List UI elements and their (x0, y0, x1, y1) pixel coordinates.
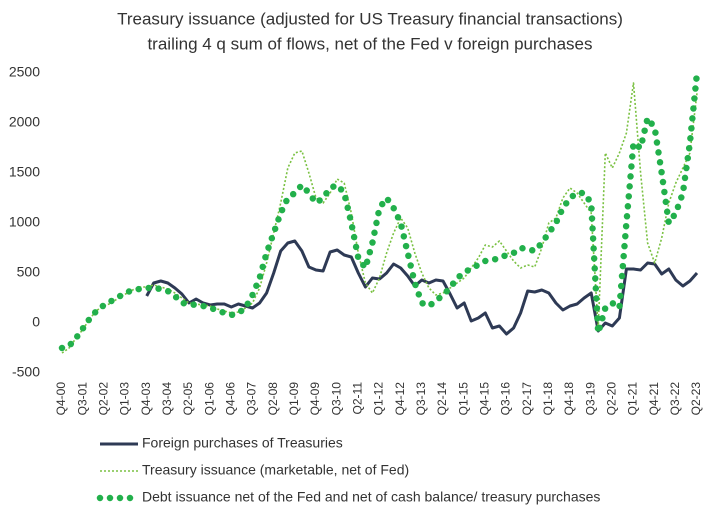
y-tick-label: 2500 (9, 64, 40, 80)
x-tick-label: Q2-08 (266, 382, 280, 416)
legend-label: Debt issuance net of the Fed and net of … (142, 489, 600, 505)
x-tick-label: Q1-18 (541, 382, 555, 416)
x-tick-label: Q4-00 (54, 382, 68, 416)
chart-subtitle: trailing 4 q sum of flows, net of the Fe… (147, 34, 592, 53)
y-tick-label: 1000 (9, 214, 40, 230)
x-tick-label: Q3-19 (583, 382, 597, 416)
x-tick-label: Q3-13 (414, 382, 428, 416)
x-tick-label: Q2-14 (435, 382, 449, 416)
x-tick-label: Q2-23 (689, 382, 703, 416)
legend-label: Treasury issuance (marketable, net of Fe… (142, 462, 409, 478)
series-line (58, 69, 701, 352)
chart-title: Treasury issuance (adjusted for US Treas… (117, 9, 623, 28)
x-tick-label: Q2-17 (520, 382, 534, 416)
x-tick-label: Q2-11 (351, 382, 365, 415)
x-tick-label: Q1-06 (202, 382, 216, 416)
x-tick-label: Q3-04 (160, 382, 174, 416)
y-tick-label: 0 (32, 314, 40, 330)
x-tick-label: Q2-20 (605, 382, 619, 416)
x-tick-label: Q3-16 (499, 382, 513, 416)
x-tick-label: Q4-12 (393, 382, 407, 416)
x-tick-label: Q4-09 (308, 382, 322, 416)
x-tick-label: Q4-15 (478, 382, 492, 416)
x-tick-label: Q1-21 (626, 382, 640, 416)
x-tick-label: Q2-05 (181, 382, 195, 416)
y-tick-label: 1500 (9, 164, 40, 180)
x-tick-label: Q4-06 (224, 382, 238, 416)
x-tick-label: Q2-02 (97, 382, 111, 416)
x-tick-label: Q3-22 (668, 382, 682, 416)
x-tick-label: Q3-10 (329, 382, 343, 416)
x-tick-label: Q4-18 (562, 382, 576, 416)
x-tick-label: Q1-03 (118, 382, 132, 416)
x-tick-label: Q4-21 (647, 382, 661, 416)
y-tick-label: 2000 (9, 114, 40, 130)
x-tick-label: Q1-15 (456, 382, 470, 416)
x-tick-label: Q3-01 (75, 382, 89, 416)
x-tick-label: Q1-12 (372, 382, 386, 416)
y-tick-label: -500 (12, 364, 40, 380)
y-tick-label: 500 (17, 264, 41, 280)
x-tick-label: Q3-07 (245, 382, 259, 416)
series-line (61, 82, 698, 354)
series-line (145, 239, 699, 336)
x-tick-label: Q4-03 (139, 382, 153, 416)
legend-label: Foreign purchases of Treasuries (142, 435, 343, 451)
x-tick-label: Q1-09 (287, 382, 301, 416)
